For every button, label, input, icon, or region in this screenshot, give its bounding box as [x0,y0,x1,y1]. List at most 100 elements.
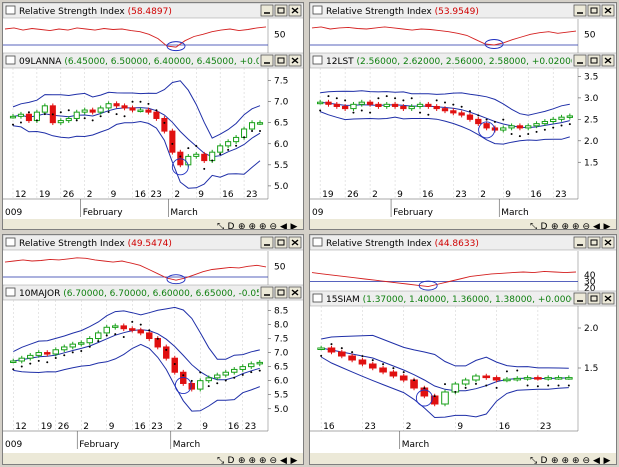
pane-menu-icon-price-3[interactable] [312,293,323,303]
close-icon-rsi-3[interactable] [601,236,615,249]
chart-type-icon-3[interactable]: D [541,456,548,465]
zoom-icon-0[interactable]: ⤡ [217,222,224,230]
zoom-out-icon-0[interactable]: ⊖ [270,222,278,230]
rsi-tick-label-2-0: 50 [274,262,286,272]
minimize-icon-rsi-3-box [573,236,587,249]
candle-body-2-3 [35,352,42,356]
nav-right-icon-0[interactable]: ⊕ [249,222,257,230]
rsi-line-2 [4,257,267,281]
sar-dot-0-17 [147,102,150,105]
rsi-label: Relative Strength Index [326,239,435,249]
rsi-line-1 [311,26,577,46]
close-icon-price2-3[interactable] [601,292,615,305]
restore-icon-rsi-1[interactable] [587,4,601,17]
minimize-icon-price2-2[interactable] [260,286,274,299]
chart-type-icon-1[interactable]: D [541,222,548,230]
restore-icon-rsi-0-box [274,4,288,17]
minimize-icon-price2-1[interactable] [573,54,587,67]
minimize-icon-rsi-0[interactable] [260,4,274,17]
nav-left-icon-1[interactable]: ⊕ [551,222,559,230]
pane-header-rsi-2 [3,235,303,251]
pane-menu-icon-price-2[interactable] [5,287,16,297]
candle-body-1-4 [350,103,357,110]
minimize-icon-price2-1-box [573,54,587,67]
close-icon-rsi-0[interactable] [288,4,302,17]
x-tick-label-1-8: 16 [530,190,542,200]
nav-left-icon-2[interactable]: ⊕ [238,456,246,465]
restore-icon-price2-2[interactable] [274,286,288,299]
restore-icon-price2-3[interactable] [587,292,601,305]
sar-dot-0-20 [171,142,174,145]
rsi-highlight-ellipse-0 [166,41,186,52]
close-icon-price2-1[interactable] [601,54,615,67]
pane-menu-icon-rsi-2[interactable] [5,237,16,247]
minimize-icon-rsi-1[interactable] [573,4,587,17]
nav-left-icon-3[interactable]: ⊕ [551,456,559,465]
nav-right-icon-2[interactable]: ⊕ [249,456,257,465]
zoom-in-icon-3[interactable]: ⊕ [572,456,580,465]
scroll-right-icon-0[interactable]: ▶ [291,222,298,230]
bollinger-upper-1 [320,90,570,116]
candle-body-3-9 [410,379,418,389]
sar-dot-0-26 [219,153,222,156]
sar-dot-3-23 [557,384,560,387]
candle-body-1-20 [483,123,490,129]
bollinger-upper-0 [12,80,261,139]
zoom-out-icon-1[interactable]: ⊖ [583,222,591,230]
zoom-icon-2[interactable]: ⤡ [217,456,224,465]
zoom-icon-1[interactable]: ⤡ [530,222,537,230]
pane-menu-icon-price-0[interactable] [5,55,16,65]
restore-icon-rsi-2[interactable] [274,236,288,249]
restore-icon-price2-1[interactable] [587,54,601,67]
nav-left-icon-0[interactable]: ⊕ [238,222,246,230]
minimize-icon-rsi-2[interactable] [260,236,274,249]
candle-body-0-26 [217,145,224,153]
zoom-icon-3[interactable]: ⤡ [530,456,537,465]
x-tick-label-1-7: 9 [505,190,511,200]
close-icon-price2-2[interactable] [288,286,302,299]
zoom-in-icon-0[interactable]: ⊕ [259,222,267,230]
sar-dot-0-18 [155,109,158,112]
pane-menu-icon-price-1[interactable] [312,55,323,65]
scroll-left-icon-2[interactable]: ◀ [280,456,287,465]
close-icon-price2-0[interactable] [288,54,302,67]
year-label-1: 09 [312,208,324,218]
zoom-out-icon-3[interactable]: ⊖ [583,456,591,465]
x-tick-label-1-6: 2 [480,190,486,200]
sar-dot-3-4 [361,355,364,358]
scroll-right-icon-3[interactable]: ▶ [604,456,611,465]
restore-icon-rsi-3[interactable] [587,236,601,249]
chart-type-icon-0[interactable]: D [228,222,235,230]
sar-dot-1-8 [385,95,388,98]
zoom-in-icon-1[interactable]: ⊕ [572,222,580,230]
scroll-left-icon-0[interactable]: ◀ [280,222,287,230]
nav-right-icon-1[interactable]: ⊕ [562,222,570,230]
pane-menu-icon-rsi-1[interactable] [312,5,323,15]
candle-body-2-9 [86,338,93,344]
candle-body-2-5 [52,349,59,355]
chart-type-icon-2[interactable]: D [228,456,235,465]
zoom-in-icon-2[interactable]: ⊕ [259,456,267,465]
scroll-left-icon-3[interactable]: ◀ [593,456,600,465]
minimize-icon-price2-3[interactable] [573,292,587,305]
close-icon-rsi-2[interactable] [288,236,302,249]
scroll-right-icon-1[interactable]: ▶ [604,222,611,230]
x-tick-label-2-6: 23 [151,422,162,432]
restore-icon-rsi-0[interactable] [274,4,288,17]
pane-header-price-2 [3,284,303,301]
bollinger-upper-3 [321,334,569,369]
minimize-icon-rsi-3[interactable] [573,236,587,249]
scroll-right-icon-2[interactable]: ▶ [291,456,298,465]
pane-menu-icon-rsi-3[interactable] [312,237,323,247]
minimize-icon-price2-0[interactable] [260,54,274,67]
pane-menu-icon-rsi-0[interactable] [5,5,16,15]
nav-right-icon-3[interactable]: ⊕ [562,456,570,465]
candle-body-2-28 [248,363,255,368]
zoom-out-icon-2[interactable]: ⊖ [270,456,278,465]
close-icon-rsi-1[interactable] [601,4,615,17]
scroll-left-icon-1[interactable]: ◀ [593,222,600,230]
restore-icon-price2-0[interactable] [274,54,288,67]
candle-body-2-2 [27,354,34,359]
month-label-0-1: March [170,208,197,218]
x-tick-label-2-2: 26 [58,422,70,432]
